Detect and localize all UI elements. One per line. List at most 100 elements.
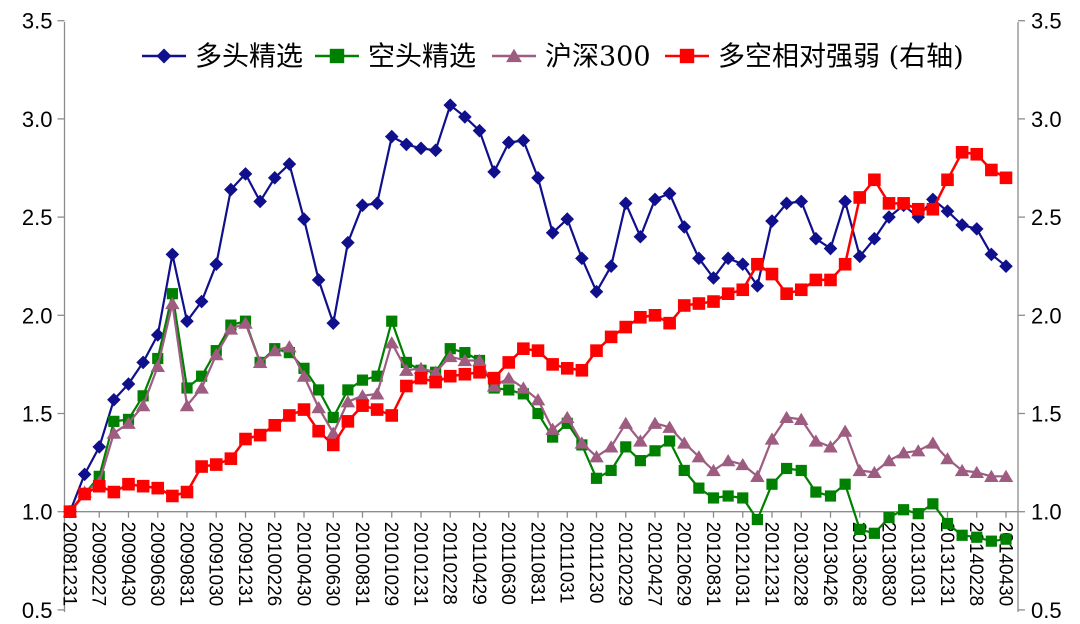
data-point-marker (340, 395, 356, 408)
data-point-marker (473, 365, 486, 379)
legend-square-icon (329, 48, 345, 64)
data-point-marker (457, 353, 473, 367)
data-point-marker (838, 194, 852, 209)
data-point-marker (664, 435, 676, 447)
x-axis-date-label: 20111031 (556, 522, 577, 604)
data-point-marker (238, 316, 253, 329)
data-point-marker (837, 424, 853, 437)
data-point-marker (999, 171, 1013, 185)
data-point-marker (751, 257, 764, 271)
data-point-marker (970, 147, 984, 161)
data-point-marker (896, 446, 911, 459)
data-point-marker (648, 309, 662, 322)
data-point-marker (180, 485, 194, 499)
data-point-marker (442, 349, 458, 363)
legend-triangle-icon (506, 48, 522, 63)
data-point-marker (809, 273, 823, 287)
x-axis-date-label: 20120831 (702, 522, 723, 607)
data-point-marker (781, 462, 793, 475)
data-point-marker (296, 369, 312, 382)
data-point-marker (868, 527, 880, 539)
data-point-marker (253, 428, 267, 442)
data-point-marker (677, 299, 691, 312)
x-axis-date-label: 20090430 (117, 522, 138, 607)
data-point-marker (458, 110, 472, 124)
x-axis-date-label: 20110831 (526, 522, 547, 605)
data-point-marker (969, 222, 984, 236)
x-axis-date-label: 20110228 (439, 522, 460, 605)
data-point-marker (208, 347, 224, 361)
data-point-marker (63, 505, 77, 518)
data-point-marker (721, 287, 735, 300)
legend-item-多头精选: 多头精选 (142, 42, 303, 73)
x-axis-date-label: 20130830 (877, 522, 898, 607)
x-axis-date-label: 20090630 (146, 522, 167, 607)
data-point-marker (941, 173, 954, 187)
data-point-marker (355, 198, 370, 213)
data-point-marker (590, 344, 603, 357)
data-point-marker (854, 523, 866, 535)
x-axis-date-label: 20091030 (205, 522, 226, 607)
data-point-marker (971, 531, 983, 543)
x-axis-date-label: 20111230 (585, 522, 606, 604)
data-point-marker (487, 371, 501, 385)
data-point-marker (693, 482, 705, 494)
data-point-marker (867, 465, 882, 479)
data-point-marker (545, 226, 560, 240)
data-point-marker (179, 399, 195, 412)
right-axis-tick-label: 3.5 (1031, 9, 1062, 34)
data-point-marker (472, 353, 487, 367)
data-point-marker (794, 194, 809, 209)
data-point-marker (137, 390, 149, 402)
data-point-marker (969, 465, 985, 479)
data-point-marker (619, 320, 633, 334)
data-point-marker (239, 432, 252, 446)
data-point-marker (428, 143, 443, 158)
data-point-marker (327, 411, 339, 424)
data-point-marker (458, 367, 472, 381)
x-axis-date-label: 20120229 (614, 522, 635, 607)
x-axis-date-label: 20100831 (351, 522, 372, 607)
data-point-marker (370, 403, 384, 416)
data-point-marker (779, 196, 794, 211)
data-point-marker (371, 370, 383, 382)
left-axis-tick-label: 3.0 (22, 107, 53, 132)
data-point-marker (795, 464, 807, 477)
data-point-marker (911, 210, 926, 224)
data-point-marker (560, 212, 575, 226)
left-axis-tick-label: 1.0 (22, 500, 53, 525)
data-point-marker (459, 347, 471, 359)
data-point-marker (121, 377, 136, 391)
data-point-marker (765, 267, 779, 281)
data-point-marker (940, 204, 955, 219)
legend-label: 多头精选 (195, 42, 303, 73)
data-point-marker (356, 374, 369, 386)
data-point-marker (737, 492, 749, 504)
data-point-marker (604, 330, 618, 344)
data-point-marker (341, 415, 355, 428)
right-axis-tick-label: 2.0 (1031, 303, 1062, 328)
data-point-marker (444, 343, 456, 355)
x-axis-date-label: 20130628 (848, 522, 869, 607)
right-axis-tick-label: 1.5 (1031, 402, 1062, 427)
data-point-marker (313, 384, 325, 396)
data-point-marker (867, 231, 882, 246)
data-point-marker (926, 202, 940, 216)
x-axis-date-label: 20101231 (409, 522, 430, 607)
series-多空相对强弱 (右轴) (63, 145, 1013, 518)
data-point-marker (649, 445, 661, 457)
data-point-marker (852, 249, 867, 264)
data-point-marker (400, 356, 412, 369)
x-axis-date-label: 20100630 (322, 522, 343, 607)
data-point-marker (516, 133, 531, 148)
data-point-marker (429, 375, 442, 389)
left-axis-tick-label: 2.5 (22, 205, 53, 230)
data-point-marker (911, 202, 925, 216)
data-point-marker (78, 487, 91, 501)
data-point-marker (998, 469, 1014, 482)
data-point-marker (268, 418, 282, 432)
data-point-marker (618, 416, 634, 429)
data-point-marker (897, 197, 910, 210)
data-point-marker (809, 231, 823, 246)
legend-diamond-icon (156, 48, 172, 64)
